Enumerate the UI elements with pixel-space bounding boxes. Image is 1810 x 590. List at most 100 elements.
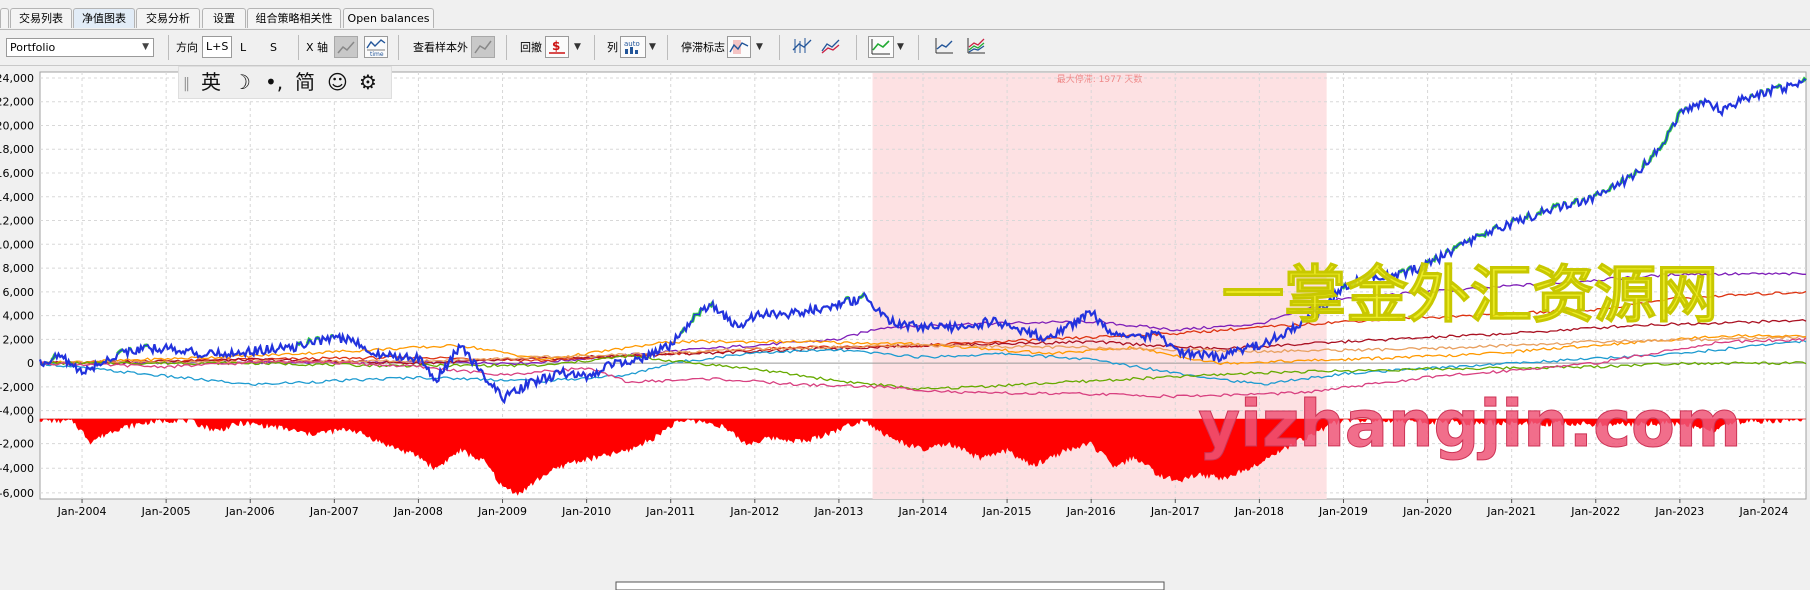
multi-curve-icon bbox=[967, 38, 985, 54]
x-tick-label: Jan-2011 bbox=[645, 505, 695, 518]
xaxis-label: X 轴 bbox=[306, 41, 329, 54]
y-tick-label: 24,000 bbox=[0, 72, 34, 85]
watermark-url: yizhangjin.com bbox=[1198, 388, 1741, 462]
ime-toolbar: ‖ 英 ☽ •, 简 ☺ ⚙ bbox=[178, 66, 392, 99]
ime-english-toggle[interactable]: 英 bbox=[201, 70, 221, 94]
x-tick-label: Jan-2012 bbox=[729, 505, 779, 518]
tab-hidden-prev[interactable] bbox=[0, 8, 9, 28]
tab-open-balances[interactable]: Open balances bbox=[343, 8, 434, 28]
toolbar-separator bbox=[856, 35, 857, 60]
y-tick-label: 8,000 bbox=[3, 262, 35, 275]
toolbar-separator bbox=[298, 35, 299, 60]
tab-settings[interactable]: 设置 bbox=[202, 8, 246, 28]
chevron-down-icon[interactable]: ▼ bbox=[649, 42, 656, 52]
direction-option-s[interactable]: S bbox=[270, 41, 277, 54]
gear-icon[interactable]: ⚙ bbox=[359, 70, 377, 94]
oos-toggle-button[interactable] bbox=[471, 36, 495, 58]
time-icon-text: time bbox=[370, 51, 384, 57]
chevron-down-icon: ▼ bbox=[142, 42, 149, 52]
stagnation-label: 停滞标志 bbox=[681, 41, 725, 54]
auto-icon-text: auto bbox=[624, 40, 640, 48]
tab-trade-analysis[interactable]: 交易分析 bbox=[136, 8, 200, 28]
x-tick-label: Jan-2023 bbox=[1654, 505, 1704, 518]
chevron-down-icon[interactable]: ▼ bbox=[756, 42, 763, 52]
x-tick-label: Jan-2008 bbox=[393, 505, 443, 518]
columns-button[interactable]: auto bbox=[620, 36, 646, 58]
xaxis-time-button[interactable]: time bbox=[364, 36, 388, 58]
green-line-chart-icon bbox=[871, 39, 890, 55]
x-tick-label: Jan-2024 bbox=[1738, 505, 1788, 518]
x-tick-label: Jan-2006 bbox=[225, 505, 275, 518]
ime-drag-handle[interactable]: ‖ bbox=[183, 76, 190, 92]
toolbar-separator bbox=[398, 35, 399, 60]
moon-icon[interactable]: ☽ bbox=[233, 70, 251, 94]
y-tick-label: 4,000 bbox=[3, 310, 35, 323]
toolbar-separator bbox=[506, 35, 507, 60]
dd-tick-label: -4,000 bbox=[0, 462, 34, 475]
x-tick-label: Jan-2016 bbox=[1066, 505, 1116, 518]
compare-button[interactable] bbox=[820, 36, 844, 58]
portfolio-select-value: Portfolio bbox=[10, 41, 56, 54]
all-curves-button[interactable] bbox=[965, 36, 989, 58]
y-tick-label: 16,000 bbox=[0, 167, 34, 180]
auto-columns-icon: auto bbox=[624, 40, 640, 54]
x-tick-label: Jan-2014 bbox=[898, 505, 948, 518]
equity-bars-button[interactable] bbox=[791, 36, 815, 58]
x-tick-label: Jan-2020 bbox=[1402, 505, 1452, 518]
smiley-icon[interactable]: ☺ bbox=[327, 70, 348, 94]
compare-chart-icon bbox=[821, 39, 840, 54]
direction-option-l[interactable]: L bbox=[240, 41, 247, 54]
toolbar-separator bbox=[667, 35, 668, 60]
dd-tick-label: -2,000 bbox=[0, 438, 34, 451]
y-tick-label: 10,000 bbox=[0, 238, 34, 251]
x-tick-label: Jan-2004 bbox=[57, 505, 107, 518]
x-tick-label: Jan-2018 bbox=[1234, 505, 1284, 518]
ime-simplified-toggle[interactable]: 简 bbox=[295, 70, 315, 94]
stagnation-band bbox=[872, 73, 1327, 419]
chevron-down-icon[interactable]: ▼ bbox=[574, 42, 581, 52]
y-tick-label: 14,000 bbox=[0, 191, 34, 204]
y-tick-label: 22,000 bbox=[0, 96, 34, 109]
curve-chart-icon bbox=[935, 38, 953, 54]
tab-correlation[interactable]: 组合策略相关性 bbox=[247, 8, 341, 28]
horizontal-scrollbar[interactable] bbox=[615, 581, 1165, 590]
strategy-series-line bbox=[39, 339, 1807, 387]
stagnation-label: 最大停滞: 1977 天数 bbox=[1057, 73, 1143, 85]
x-tick-label: Jan-2005 bbox=[141, 505, 191, 518]
tab-trade-list[interactable]: 交易列表 bbox=[10, 8, 72, 28]
strategy-series-line bbox=[39, 335, 1807, 366]
direction-label: 方向 bbox=[176, 41, 198, 54]
x-tick-label: Jan-2017 bbox=[1150, 505, 1200, 518]
y-tick-label: 12,000 bbox=[0, 215, 34, 228]
dd-tick-label: 0 bbox=[27, 413, 34, 426]
oos-label: 查看样本外 bbox=[413, 41, 468, 54]
toolbar-separator bbox=[779, 35, 780, 60]
y-tick-label: 6,000 bbox=[3, 286, 35, 299]
y-tick-label: 2,000 bbox=[3, 333, 35, 346]
dollar-drawdown-icon: $ bbox=[549, 39, 565, 54]
toolbar-separator bbox=[918, 35, 919, 60]
x-tick-label: Jan-2015 bbox=[982, 505, 1032, 518]
chart-toolbar: Portfolio ▼ 方向 L+S L S X 轴 time 查看样本外 回撤… bbox=[0, 30, 1810, 66]
line-chart-icon bbox=[337, 41, 355, 54]
x-tick-label: Jan-2022 bbox=[1570, 505, 1620, 518]
x-tick-label: Jan-2007 bbox=[309, 505, 359, 518]
chevron-down-icon[interactable]: ▼ bbox=[897, 42, 904, 52]
svg-text:$: $ bbox=[552, 39, 560, 53]
x-tick-label: Jan-2019 bbox=[1318, 505, 1368, 518]
single-curve-button[interactable] bbox=[933, 36, 957, 58]
punctuation-toggle[interactable]: •, bbox=[265, 70, 284, 94]
x-tick-label: Jan-2013 bbox=[813, 505, 863, 518]
tab-equity-chart[interactable]: 净值图表 bbox=[73, 8, 135, 28]
columns-label: 列 bbox=[607, 41, 618, 54]
y-tick-label: 0 bbox=[27, 357, 34, 370]
xaxis-trades-button[interactable] bbox=[334, 36, 358, 58]
drawdown-area bbox=[39, 418, 1806, 496]
y-tick-label: -4,000 bbox=[0, 405, 34, 418]
direction-option-ls[interactable]: L+S bbox=[202, 36, 233, 58]
chart-bars-icon bbox=[792, 38, 812, 53]
chart-type-button[interactable] bbox=[868, 36, 894, 58]
stagnation-button[interactable] bbox=[727, 36, 751, 58]
drawdown-button[interactable]: $ bbox=[545, 36, 569, 58]
portfolio-select[interactable]: Portfolio ▼ bbox=[6, 38, 154, 57]
